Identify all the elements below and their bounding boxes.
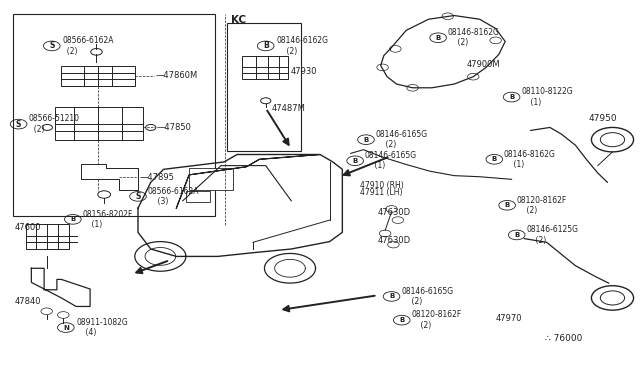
Bar [55, 107, 143, 140]
Bar [186, 191, 210, 202]
Text: KC: KC [230, 15, 246, 25]
Text: 47630D: 47630D [378, 208, 411, 217]
Bar [13, 14, 214, 216]
Text: 08911-1082G
    (4): 08911-1082G (4) [76, 318, 128, 337]
Text: 47911 (LH): 47911 (LH) [360, 188, 402, 197]
Text: 47487M: 47487M [272, 104, 306, 113]
Text: ∴ 76000: ∴ 76000 [545, 334, 582, 343]
Text: 08146-8162G
    (1): 08146-8162G (1) [504, 150, 556, 169]
Bar [189, 168, 232, 190]
Text: 08566-6162A
    (3): 08566-6162A (3) [148, 187, 199, 206]
Text: B: B [353, 158, 358, 164]
Text: —47850: —47850 [157, 123, 191, 132]
Text: 47840: 47840 [15, 297, 41, 306]
Text: B: B [399, 317, 404, 323]
Text: B: B [435, 35, 441, 41]
Text: 08146-6165G
    (2): 08146-6165G (2) [376, 130, 428, 150]
Text: 47910 (RH): 47910 (RH) [360, 181, 403, 190]
Text: 08146-6165G
    (2): 08146-6165G (2) [402, 287, 454, 306]
Text: 08146-8162G
    (2): 08146-8162G (2) [448, 28, 500, 48]
Text: 47950: 47950 [588, 114, 617, 123]
Text: 08566-6162A
  (2): 08566-6162A (2) [62, 36, 113, 55]
Text: S: S [16, 120, 21, 129]
Text: 47930: 47930 [291, 67, 317, 76]
Text: B: B [364, 137, 369, 143]
Text: 08120-8162F
    (2): 08120-8162F (2) [412, 311, 461, 330]
Text: S: S [135, 192, 141, 201]
Text: 08156-8202F
    (1): 08156-8202F (1) [83, 210, 133, 229]
Text: B: B [509, 94, 514, 100]
Text: 47600: 47600 [15, 223, 41, 232]
Text: 08146-6162G
    (2): 08146-6162G (2) [276, 36, 328, 55]
Bar [61, 65, 135, 86]
Text: 08146-6125G
    (2): 08146-6125G (2) [526, 225, 579, 245]
Text: B: B [263, 41, 269, 51]
Bar [242, 56, 288, 79]
Text: 47900M: 47900M [467, 60, 500, 69]
Text: B: B [492, 156, 497, 162]
Text: 47970: 47970 [495, 314, 522, 323]
Text: 08566-51210
  (2): 08566-51210 (2) [29, 115, 80, 134]
Text: 08146-6165G
    (1): 08146-6165G (1) [365, 151, 417, 170]
Text: 08110-8122G
    (1): 08110-8122G (1) [521, 87, 573, 107]
Bar [227, 23, 301, 151]
Text: B: B [70, 217, 76, 222]
Text: B: B [504, 202, 509, 208]
Text: 08120-8162F
    (2): 08120-8162F (2) [516, 196, 567, 215]
Text: B: B [514, 232, 519, 238]
Text: —47860M: —47860M [156, 71, 198, 80]
Text: —47895: —47895 [140, 173, 175, 182]
Text: S: S [49, 41, 54, 51]
Text: B: B [389, 294, 394, 299]
Bar [26, 224, 69, 249]
Text: N: N [63, 325, 68, 331]
Text: 47630D: 47630D [378, 236, 411, 246]
